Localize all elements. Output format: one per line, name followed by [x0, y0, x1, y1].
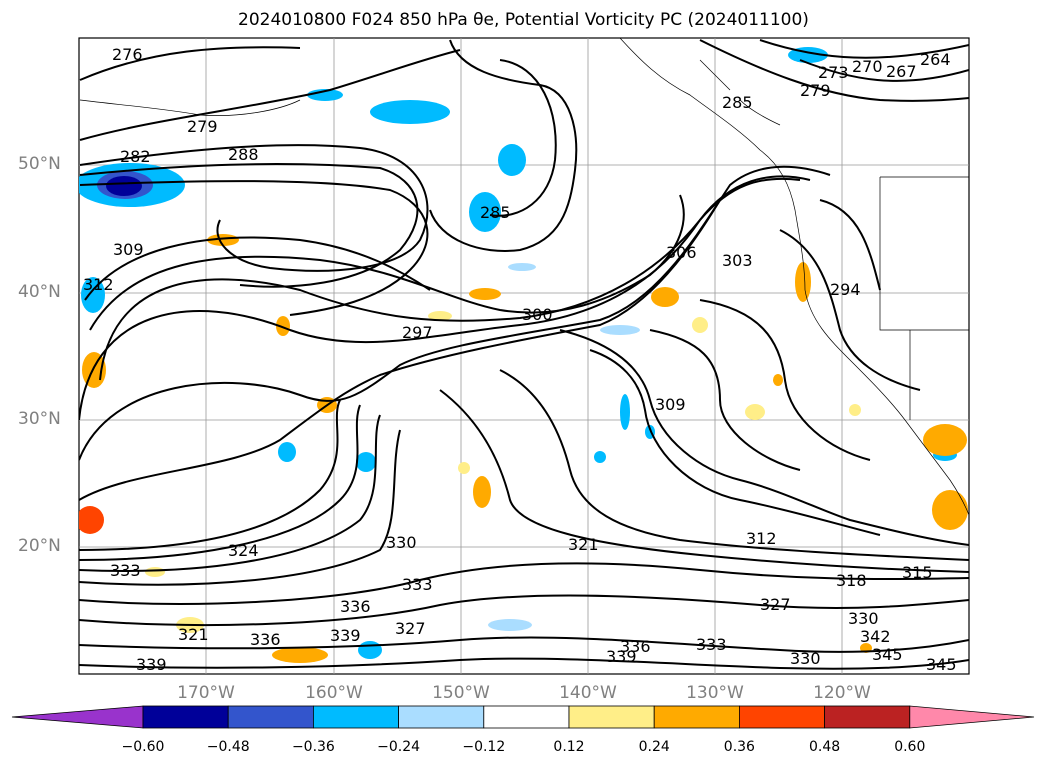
lat-label: 50°N [18, 154, 61, 174]
lon-label: 130°W [686, 683, 744, 703]
contour-label: 285 [722, 93, 753, 112]
contour-label: 333 [110, 561, 141, 580]
map-panel: 276 279 282 288 285 273 270 267 264 279 … [78, 37, 970, 675]
lon-label: 150°W [432, 683, 490, 703]
lat-label: 30°N [18, 409, 61, 429]
colorbar-tick-label: −0.60 [121, 739, 165, 755]
contour-label: 339 [136, 655, 167, 674]
lon-label: 160°W [305, 683, 363, 703]
lon-label: 140°W [559, 683, 617, 703]
colorbar-tick-label: 0.36 [723, 739, 755, 755]
contour-label: 300 [522, 305, 553, 324]
colorbar-tick-label: −0.48 [206, 739, 250, 755]
contour-label: 318 [836, 571, 867, 590]
chart-title: 2024010800 F024 850 hPa θe, Potential Vo… [238, 10, 809, 30]
contour-label: 330 [790, 649, 821, 668]
contour-label: 309 [113, 240, 144, 259]
colorbar-tick-label: 0.12 [553, 739, 585, 755]
colorbar-extend-low [11, 705, 144, 729]
contour-label: 330 [848, 609, 879, 628]
contour-label: 333 [696, 635, 727, 654]
lon-label: 170°W [177, 683, 235, 703]
contour-label: 303 [722, 251, 753, 270]
contour-label: 309 [655, 395, 686, 414]
lat-label: 40°N [18, 282, 61, 302]
contour-label: 312 [746, 529, 777, 548]
colorbar-bin [312, 705, 399, 729]
contour-label: 342 [860, 627, 891, 646]
colorbar-tick-label: −0.24 [377, 739, 421, 755]
contour-label: 276 [112, 45, 143, 64]
contour-label: 330 [386, 533, 417, 552]
colorbar-bin [824, 705, 911, 729]
contour-label: 336 [250, 630, 281, 649]
contour-label: 285 [480, 203, 511, 222]
contour-label: 273 [818, 63, 849, 82]
colorbar-tick-label: −0.36 [291, 739, 335, 755]
contour-label: 339 [330, 626, 361, 645]
contour-label: 339 [606, 647, 637, 666]
contour-label: 321 [568, 535, 599, 554]
colorbar-tick-label: 0.48 [809, 739, 841, 755]
lon-label: 120°W [813, 683, 871, 703]
theta-e-contours [79, 39, 969, 670]
pv-shading-negative [79, 47, 957, 659]
colorbar-tick-label: 0.60 [894, 739, 926, 755]
colorbar-bin [739, 705, 826, 729]
contour-label: 327 [395, 619, 426, 638]
map-frame [78, 37, 970, 675]
contour-label: 297 [402, 323, 433, 342]
contour-label: 312 [83, 275, 114, 294]
contour-label: 264 [920, 50, 951, 69]
contour-label: 279 [800, 81, 831, 100]
contour-label: 333 [402, 575, 433, 594]
contour-label: 288 [228, 145, 259, 164]
contour-label: 306 [666, 243, 697, 262]
colorbar-tick-label: −0.12 [462, 739, 506, 755]
contour-label: 279 [187, 117, 218, 136]
colorbar-bin [653, 705, 740, 729]
contour-label: 267 [886, 62, 917, 81]
contour-label: 336 [340, 597, 371, 616]
lat-label: 20°N [18, 536, 61, 556]
colorbar-bin [398, 705, 485, 729]
contour-label: 321 [178, 625, 209, 644]
contour-label: 345 [926, 655, 957, 674]
contour-label: 336 [620, 637, 651, 656]
colorbar-bins [11, 705, 1035, 729]
colorbar-extend-high [909, 705, 1035, 729]
colorbar-bin [227, 705, 314, 729]
contour-label: 270 [852, 57, 883, 76]
colorbar-bin [568, 705, 655, 729]
colorbar-bin [483, 705, 570, 729]
contour-label: 324 [228, 541, 259, 560]
contour-labels: 276 279 282 288 285 273 270 267 264 279 … [83, 45, 957, 674]
contour-label: 315 [902, 563, 933, 582]
colorbar-tick-label: 0.24 [638, 739, 670, 755]
contour-label: 327 [760, 595, 791, 614]
contour-label: 282 [120, 147, 151, 166]
contour-label: 345 [872, 645, 903, 664]
contour-label: 294 [830, 280, 861, 299]
colorbar-bin [142, 705, 229, 729]
